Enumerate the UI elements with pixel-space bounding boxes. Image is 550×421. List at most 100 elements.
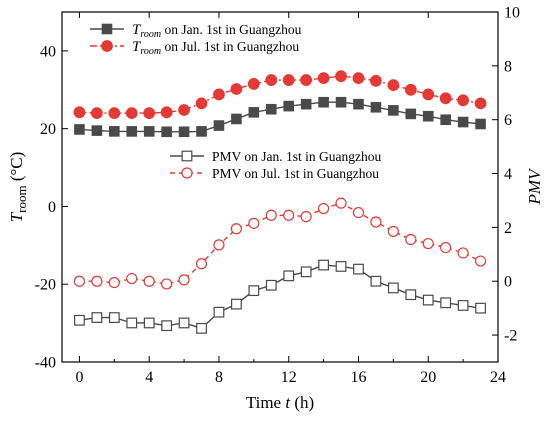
- series-line: [79, 202, 481, 285]
- y-left-axis-label: Troom (°C): [7, 152, 29, 223]
- data-point: [387, 79, 400, 92]
- series-line: [79, 101, 481, 133]
- y-right-tick-label: 8: [504, 58, 512, 75]
- data-point: [178, 274, 190, 286]
- data-point: [457, 116, 469, 128]
- x-tick-label: 8: [215, 369, 223, 386]
- series-3: [74, 259, 486, 334]
- data-point: [474, 255, 487, 267]
- data-point: [422, 88, 435, 101]
- data-point: [352, 206, 365, 219]
- y-left-tick-label: 0: [48, 199, 56, 216]
- data-point: [109, 126, 120, 137]
- data-point: [282, 74, 295, 86]
- y-right-tick-label: 6: [504, 112, 512, 129]
- data-point: [317, 72, 330, 85]
- data-point: [352, 72, 365, 85]
- data-point: [73, 275, 86, 287]
- data-point: [283, 209, 295, 221]
- legend-item: Troom on Jan. 1st in Guangzhou: [90, 22, 302, 40]
- series-4: [73, 197, 487, 290]
- data-point: [335, 96, 347, 108]
- data-point: [283, 270, 295, 282]
- legend-item: Troom on Jul. 1st in Guangzhou: [90, 39, 299, 57]
- data-point: [230, 83, 243, 95]
- data-point: [387, 225, 399, 238]
- data-point: [353, 98, 364, 110]
- data-point: [213, 306, 225, 318]
- data-point: [160, 106, 173, 119]
- data-point: [91, 275, 103, 287]
- data-point: [387, 282, 399, 294]
- data-point: [440, 114, 451, 126]
- data-point: [91, 125, 103, 136]
- data-point: [283, 100, 295, 112]
- data-point: [457, 300, 469, 311]
- data-point: [370, 275, 382, 287]
- data-point: [318, 96, 329, 108]
- data-point: [422, 237, 434, 250]
- data-point: [126, 272, 138, 285]
- data-point: [335, 70, 347, 83]
- data-point: [108, 312, 120, 323]
- data-point: [457, 94, 470, 107]
- data-point: [178, 317, 190, 329]
- data-point: [195, 258, 208, 270]
- data-point: [196, 126, 207, 137]
- data-point: [126, 317, 138, 329]
- data-point: [405, 289, 417, 301]
- data-point: [195, 97, 208, 110]
- data-point: [230, 223, 242, 235]
- legend-label: PMV on Jan. 1st in Guangzhou: [212, 149, 382, 164]
- series-2: [73, 70, 487, 120]
- series-line: [79, 264, 481, 330]
- data-point: [300, 211, 312, 223]
- data-point: [91, 312, 103, 323]
- data-point: [370, 74, 382, 87]
- data-point: [161, 278, 173, 290]
- data-point: [73, 106, 86, 119]
- data-point: [370, 216, 382, 228]
- data-point: [318, 259, 329, 271]
- data-point: [265, 103, 277, 115]
- x-tick-label: 12: [281, 369, 297, 386]
- data-point: [388, 105, 399, 116]
- data-point: [125, 107, 138, 120]
- data-point: [143, 126, 155, 137]
- data-point: [475, 302, 486, 314]
- x-tick-label: 16: [350, 369, 366, 386]
- data-point: [300, 98, 312, 110]
- data-point: [300, 74, 313, 86]
- data-point: [457, 247, 469, 259]
- data-point: [196, 322, 207, 334]
- data-point: [265, 279, 277, 291]
- data-point: [318, 202, 330, 215]
- legend-marker: [101, 23, 113, 35]
- y-right-tick-label: 10: [504, 5, 520, 22]
- data-point: [143, 275, 155, 287]
- y-right-tick-label: 4: [504, 166, 512, 183]
- x-axis-label: Time t (h): [246, 393, 314, 412]
- legend-label: Troom on Jan. 1st in Guangzhou: [132, 22, 302, 40]
- data-point: [231, 113, 242, 125]
- data-point: [126, 126, 138, 137]
- data-point: [231, 298, 242, 310]
- data-point: [474, 97, 487, 110]
- data-point: [439, 92, 452, 105]
- y-right-tick-label: 0: [504, 274, 512, 291]
- data-point: [405, 108, 417, 120]
- legend-marker: [181, 167, 193, 179]
- y-left-tick-label: -40: [35, 355, 56, 372]
- data-point: [370, 101, 382, 113]
- data-point: [143, 317, 155, 329]
- legend-item: PMV on Jul. 1st in Guangzhou: [170, 166, 379, 181]
- data-point: [74, 124, 85, 135]
- y-left-tick-label: 20: [40, 121, 56, 138]
- data-point: [161, 126, 172, 138]
- data-point: [440, 297, 452, 309]
- data-point: [248, 285, 260, 297]
- data-point: [178, 104, 190, 116]
- legend-item: PMV on Jan. 1st in Guangzhou: [170, 149, 382, 164]
- y-right-tick-label: 2: [504, 220, 512, 237]
